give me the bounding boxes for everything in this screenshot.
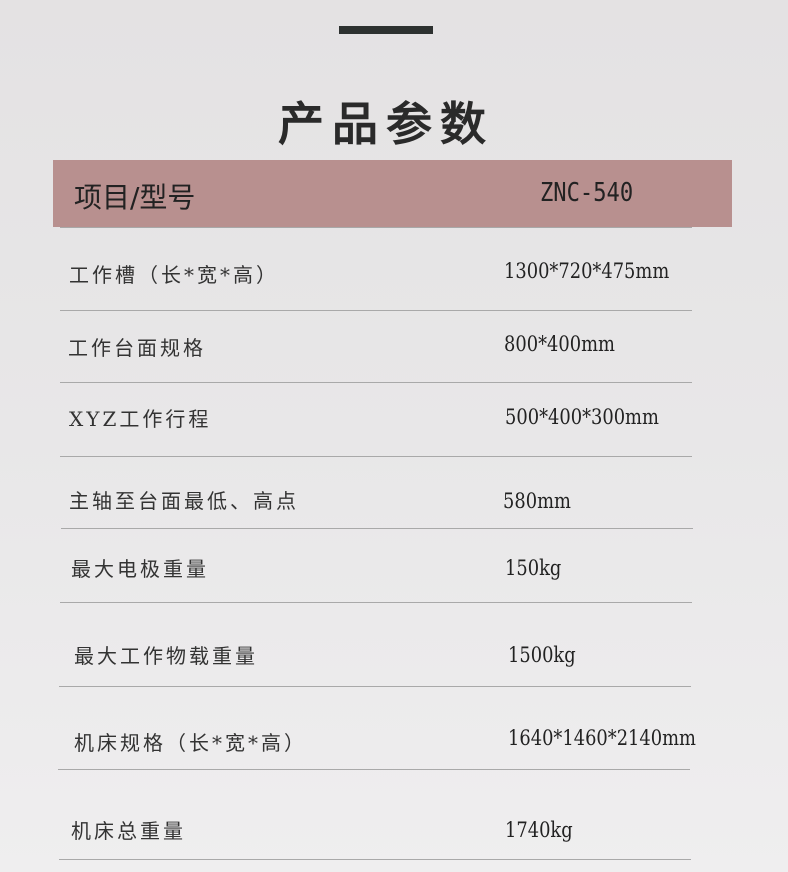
row-divider bbox=[60, 310, 692, 311]
row-divider bbox=[58, 769, 690, 770]
row-label: 工作台面规格 bbox=[68, 336, 206, 360]
row-divider bbox=[61, 528, 693, 529]
row-label: 最大工作物载重量 bbox=[74, 644, 258, 668]
row-value: 500*400*300mm bbox=[505, 405, 659, 429]
row-value: 150kg bbox=[505, 556, 562, 580]
row-label: 最大电极重量 bbox=[71, 557, 209, 581]
row-label: 机床规格（长*宽*高） bbox=[74, 731, 307, 755]
row-label: 工作槽（长*宽*高） bbox=[69, 263, 279, 287]
row-label: XYZ工作行程 bbox=[69, 407, 212, 431]
row-label: 机床总重量 bbox=[71, 819, 186, 843]
row-value: 800*400mm bbox=[504, 332, 615, 356]
decorative-bar bbox=[339, 26, 433, 34]
table-header: 项目/型号 ZNC-540 bbox=[53, 160, 732, 227]
row-divider bbox=[60, 456, 692, 457]
row-value: 1500kg bbox=[508, 643, 576, 667]
row-label: 主轴至台面最低、高点 bbox=[69, 489, 299, 513]
row-value: 1300*720*475mm bbox=[504, 259, 670, 283]
header-label: 项目/型号 bbox=[74, 181, 196, 214]
row-divider bbox=[60, 382, 692, 383]
row-value: 580mm bbox=[503, 489, 571, 513]
row-divider bbox=[60, 602, 692, 603]
row-value: 1640*1460*2140mm bbox=[508, 726, 696, 750]
page-title: 产品参数 bbox=[278, 97, 494, 151]
row-divider bbox=[59, 686, 691, 687]
row-divider bbox=[59, 859, 691, 860]
header-model: ZNC-540 bbox=[540, 178, 634, 208]
header-divider bbox=[60, 227, 692, 228]
row-value: 1740kg bbox=[505, 818, 573, 842]
